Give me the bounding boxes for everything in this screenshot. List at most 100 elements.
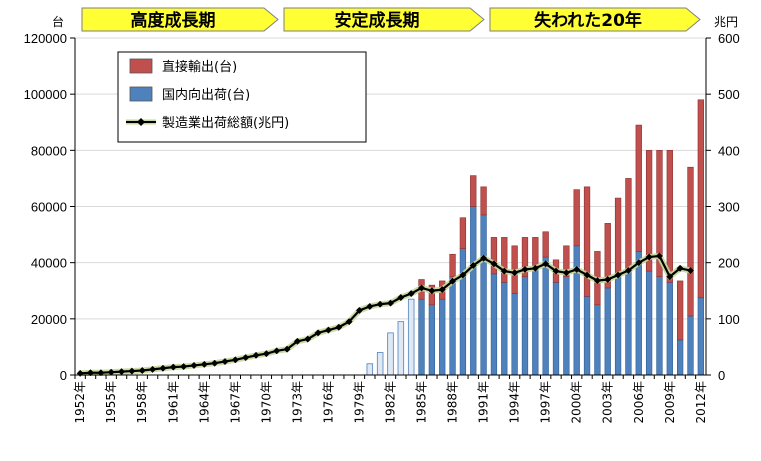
bar-export [635, 124, 642, 252]
line-marker [190, 361, 198, 370]
bar-domestic [418, 298, 425, 376]
line-marker [273, 347, 281, 355]
left-tick-label: 120000 [24, 31, 67, 46]
right-tick-label: 600 [718, 31, 740, 46]
bar-export [676, 280, 684, 341]
bar-export [428, 284, 436, 306]
line-marker [397, 293, 405, 302]
right-tick-label: 0 [718, 368, 725, 383]
bar-domestic [635, 251, 642, 376]
x-tick-label: 1952年 [73, 381, 87, 424]
right-tick-label: 500 [718, 87, 740, 102]
bar-domestic [583, 296, 591, 376]
line-marker [407, 290, 415, 298]
line-marker [128, 367, 136, 375]
line-marker [314, 329, 322, 337]
legend-swatch [129, 86, 153, 102]
left-tick-label: 20000 [31, 312, 67, 327]
bar-domestic [521, 276, 529, 376]
bar-export [625, 178, 632, 269]
bar-domestic-early [387, 332, 394, 376]
era-banner [283, 7, 485, 32]
bar-export [480, 186, 487, 216]
bar-domestic [614, 273, 622, 376]
legend-label: 国内向出荷(台) [162, 87, 250, 103]
line-marker [531, 264, 539, 272]
line-marker [604, 275, 612, 284]
bar-domestic [428, 304, 436, 376]
line-marker [624, 266, 632, 275]
bar-domestic-early [366, 363, 374, 376]
legend-label: 製造業出荷総額(兆円) [162, 115, 289, 131]
x-tick-label: 1994年 [508, 381, 522, 424]
line-marker [469, 261, 477, 270]
line-marker [97, 369, 105, 377]
line-marker [159, 364, 167, 372]
line-marker [200, 360, 208, 368]
line-marker [635, 259, 643, 267]
line-marker [428, 287, 436, 295]
x-tick-label: 1973年 [290, 381, 304, 424]
bar-domestic [676, 339, 684, 376]
bar-domestic [459, 248, 467, 376]
bar-domestic [532, 265, 539, 376]
left-tick-label: 0 [60, 368, 67, 383]
era-banner [81, 7, 279, 32]
line-marker [480, 254, 488, 262]
left-tick-label: 80000 [31, 143, 67, 158]
bar-domestic [449, 276, 456, 376]
right-tick-label: 100 [718, 312, 740, 327]
line-marker [562, 269, 570, 277]
line-marker [552, 267, 560, 275]
legend: 直接輸出(台) 国内向出荷(台) 製造業出荷総額(兆円) [117, 51, 367, 143]
bar-export [645, 150, 653, 272]
legend-swatch [129, 58, 153, 74]
line-marker [149, 365, 157, 373]
left-unit-label: 台 [52, 14, 64, 29]
line-marker [521, 265, 529, 273]
x-tick-label: 1979年 [352, 381, 366, 424]
line-marker [366, 302, 374, 311]
line-marker [449, 277, 457, 285]
line-marker [583, 271, 591, 279]
bar-domestic [563, 276, 570, 376]
x-tick-label: 1964年 [197, 381, 211, 424]
line-marker [645, 253, 653, 261]
bars [366, 99, 704, 376]
bar-domestic-early [397, 321, 405, 376]
era-banner [489, 7, 701, 32]
line-marker [542, 260, 550, 268]
bar-export [656, 150, 663, 278]
bar-export [470, 175, 477, 207]
line-marker [459, 271, 467, 279]
line-marker [417, 284, 426, 292]
x-tick-label: 1982年 [384, 381, 398, 424]
line-marker [86, 369, 95, 377]
legend-line-marker [137, 118, 145, 126]
line-marker [438, 286, 446, 294]
line-marker [355, 306, 364, 314]
line-marker [293, 337, 301, 345]
right-unit-label: 兆円 [714, 15, 738, 29]
line-marker [231, 356, 239, 364]
bar-export [604, 223, 611, 289]
line-marker [252, 351, 260, 359]
line-marker [676, 264, 684, 272]
bar-export [666, 150, 673, 283]
x-tick-label: 1958年 [135, 381, 149, 424]
bar-domestic [656, 276, 663, 376]
bar-export [532, 237, 539, 266]
right-tick-label: 400 [718, 143, 740, 158]
bar-export [583, 186, 591, 297]
x-tick-label: 2009年 [663, 381, 677, 424]
bar-export [697, 99, 704, 299]
line-marker [221, 357, 229, 366]
x-tick-label: 1991年 [477, 381, 491, 424]
bar-domestic [470, 206, 477, 376]
bar-domestic [645, 270, 653, 376]
line-marker [138, 366, 146, 375]
axes: 0 20000 40000 60000 80000 100000 120000 0 100 200… [24, 14, 740, 424]
bar-export [614, 197, 622, 275]
bar-domestic [604, 287, 611, 376]
bar-domestic [552, 282, 560, 376]
